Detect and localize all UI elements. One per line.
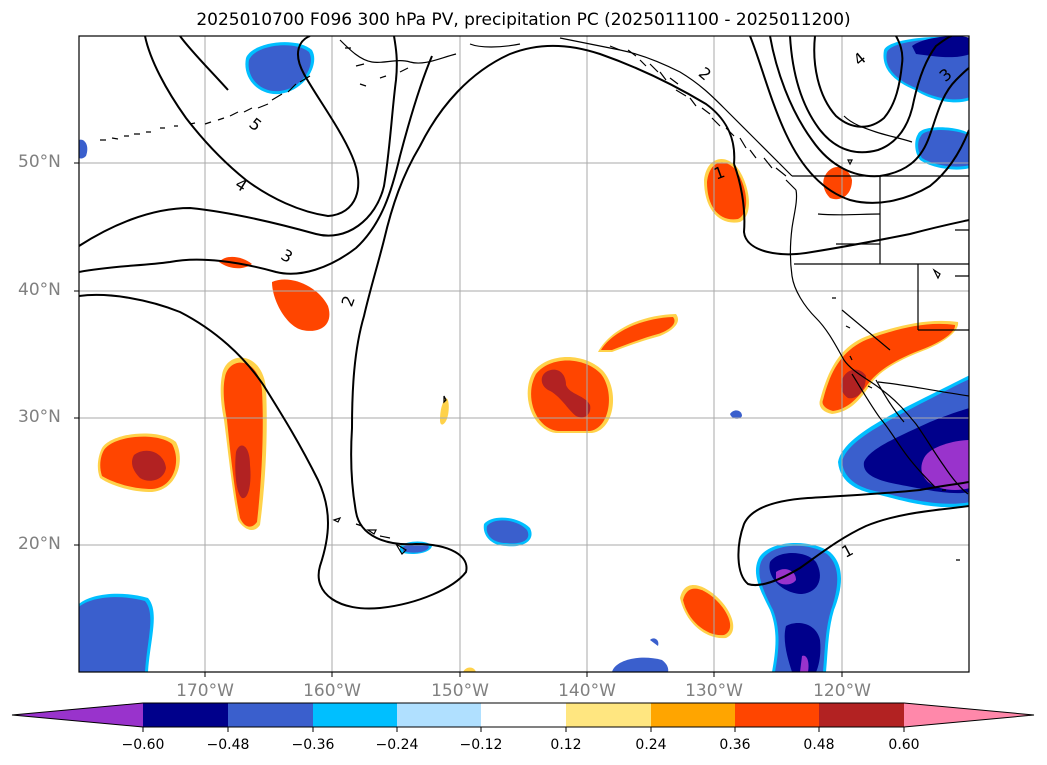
- colorbar-tick-label: −0.48: [206, 737, 250, 753]
- lon-label: 160°W: [303, 681, 361, 701]
- colorbar-tick-label: −0.12: [459, 737, 503, 753]
- colorbar-bin: [397, 703, 481, 727]
- axis-ticks: [74, 162, 843, 677]
- colorbar-tick-label: −0.24: [375, 737, 419, 753]
- lat-label: 40°N: [18, 280, 61, 300]
- colorbar-extend-low: [12, 703, 143, 727]
- contour-labels: 5 4 3 2 2 4 3 1 1: [232, 48, 956, 561]
- pv-contours: [79, 36, 969, 610]
- colorbar-bin: [819, 703, 904, 727]
- lat-label: 50°N: [18, 152, 61, 172]
- colorbar-tick-label: 0.60: [888, 737, 920, 753]
- colorbar-extend-high: [904, 703, 1034, 727]
- precip-blob-dateline-north: [272, 279, 330, 331]
- colorbar-bin: [228, 703, 313, 727]
- contour-label: 3: [278, 245, 296, 267]
- colorbar-bin: [143, 703, 228, 727]
- colorbar-tick-label: −0.60: [121, 737, 165, 753]
- colorbar-bin: [651, 703, 735, 727]
- map-title: 2025010700 F096 300 hPa PV, precipitatio…: [196, 10, 851, 30]
- lon-label: 120°W: [813, 681, 871, 701]
- colorbar-tick-label: 0.12: [550, 737, 582, 753]
- contour-label: 4: [850, 48, 870, 69]
- map-frame: [78, 35, 970, 673]
- colorbar: [11, 702, 1035, 732]
- graticule: [79, 36, 969, 672]
- contour-label: 2: [337, 293, 358, 309]
- lon-label: 140°W: [558, 681, 616, 701]
- colorbar-tick-label: −0.36: [291, 737, 335, 753]
- lat-label: 30°N: [18, 407, 61, 427]
- colorbar-bin: [313, 703, 397, 727]
- coastlines: [100, 37, 969, 561]
- lat-label: 20°N: [18, 534, 61, 554]
- positive-precip-areas: [97, 158, 959, 672]
- contour-label: 2: [695, 63, 715, 84]
- negative-precip-areas: [79, 36, 969, 672]
- contour-label: 1: [838, 540, 856, 562]
- contour-label: 5: [246, 114, 266, 135]
- colorbar-tick-label: 0.36: [719, 737, 751, 753]
- colorbar-bin: [566, 703, 651, 727]
- colorbar-tick-label: 0.24: [635, 737, 667, 753]
- colorbar-bin: [735, 703, 819, 727]
- contour-label: 4: [232, 174, 251, 196]
- lon-label: 150°W: [431, 681, 489, 701]
- lon-label: 170°W: [176, 681, 234, 701]
- colorbar-bin: [481, 703, 566, 727]
- colorbar-tick-label: 0.48: [803, 737, 835, 753]
- lon-label: 130°W: [685, 681, 743, 701]
